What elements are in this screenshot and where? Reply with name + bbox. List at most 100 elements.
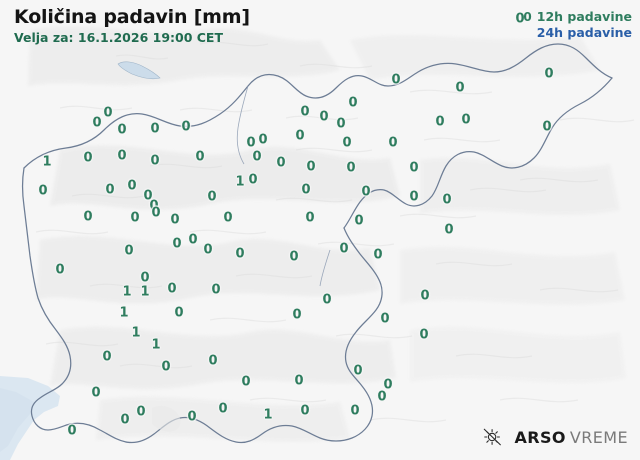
station-value[interactable]: 0 [294,373,304,389]
station-value[interactable]: 0 [235,246,245,262]
station-value[interactable]: 0 [350,403,360,419]
station-value[interactable]: 0 [409,160,419,176]
station-value[interactable]: 0 [380,311,390,327]
station-value[interactable]: 0 [188,232,198,248]
station-value[interactable]: 0 [102,349,112,365]
station-value[interactable]: 0 [172,236,182,252]
station-value[interactable]: 0 [377,389,387,405]
station-value[interactable]: 0 [442,192,452,208]
station-value[interactable]: 0 [391,72,401,88]
national-border-southeast [125,227,383,444]
station-value[interactable]: 0 [218,401,228,417]
station-value[interactable]: 0 [130,210,140,226]
station-value[interactable]: 0 [174,305,184,321]
station-value[interactable]: 0 [455,80,465,96]
station-value[interactable]: 0 [461,112,471,128]
station-value[interactable]: 1 [119,305,129,321]
station-value[interactable]: 0 [246,135,256,151]
station-value[interactable]: 0 [409,189,419,205]
station-value[interactable]: 0 [203,242,213,258]
station-value[interactable]: 1 [122,284,132,300]
station-value[interactable]: 0 [339,241,349,257]
legend: 0 12h padavine 24h padavine [523,9,632,40]
station-value[interactable]: 0 [117,148,127,164]
station-value[interactable]: 0 [348,95,358,111]
station-value[interactable]: 0 [38,183,48,199]
station-value[interactable]: 0 [150,121,160,137]
station-value[interactable]: 0 [252,149,262,165]
station-value[interactable]: 0 [300,104,310,120]
station-value[interactable]: 0 [105,182,115,198]
station-value[interactable]: 0 [300,403,310,419]
legend-label-24h: 24h padavine [536,25,632,40]
station-value[interactable]: 0 [117,122,127,138]
station-value[interactable]: 0 [241,374,251,390]
station-value[interactable]: 0 [258,132,268,148]
station-value[interactable]: 0 [336,116,346,132]
station-value[interactable]: 0 [92,115,102,131]
station-value[interactable]: 0 [91,385,101,401]
station-value[interactable]: 0 [383,377,393,393]
station-value[interactable]: 0 [103,105,113,121]
station-value[interactable]: 0 [292,307,302,323]
station-value[interactable]: 0 [276,155,286,171]
station-value[interactable]: 0 [544,66,554,82]
station-value[interactable]: 0 [223,210,233,226]
station-value[interactable]: 0 [149,198,159,214]
station-value[interactable]: 1 [151,337,161,353]
station-value[interactable]: 1 [263,407,273,423]
station-value[interactable]: 0 [211,282,221,298]
station-value[interactable]: 0 [419,327,429,343]
station-value[interactable]: 0 [305,210,315,226]
station-value[interactable]: 0 [120,412,130,428]
station-value[interactable]: 0 [195,149,205,165]
station-value[interactable]: 0 [373,247,383,263]
station-value[interactable]: 0 [187,409,197,425]
station-value[interactable]: 0 [150,153,160,169]
station-value[interactable]: 0 [289,249,299,265]
station-value[interactable]: 0 [306,159,316,175]
station-value[interactable]: 0 [161,359,171,375]
station-value[interactable]: 0 [420,288,430,304]
station-value[interactable]: 0 [208,353,218,369]
station-value[interactable]: 0 [167,281,177,297]
station-value[interactable]: 0 [143,188,153,204]
station-value[interactable]: 1 [235,174,245,190]
station-value[interactable]: 0 [170,212,180,228]
station-value[interactable]: 1 [140,284,150,300]
station-value[interactable]: 0 [124,243,134,259]
station-value[interactable]: 0 [444,222,454,238]
station-value[interactable]: 0 [346,160,356,176]
station-value[interactable]: 0 [388,135,398,151]
station-value[interactable]: 1 [42,154,52,170]
station-value[interactable]: 0 [301,182,311,198]
station-value[interactable]: 0 [319,109,329,125]
station-value[interactable]: 0 [353,363,363,379]
station-value[interactable]: 0 [140,270,150,286]
station-value[interactable]: 0 [361,184,371,200]
station-value[interactable]: 1 [131,325,141,341]
station-value[interactable]: 0 [342,135,352,151]
station-value[interactable]: 0 [435,114,445,130]
station-value[interactable]: 0 [354,213,364,229]
station-value[interactable]: 0 [83,150,93,166]
national-border [23,43,613,169]
station-value[interactable]: 0 [127,178,137,194]
station-value[interactable]: 0 [207,189,217,205]
station-value[interactable]: 0 [295,128,305,144]
lake-bled [117,61,161,80]
station-value[interactable]: 0 [67,423,77,439]
regional-borders [236,85,331,287]
station-value[interactable]: 0 [136,404,146,420]
station-value[interactable]: 0 [55,262,65,278]
station-value[interactable]: 0 [515,11,525,27]
station-value[interactable]: 0 [542,119,552,135]
station-value[interactable]: 0 [83,209,93,225]
station-value[interactable]: 0 [181,119,191,135]
page-title: Količina padavin [mm] [14,6,250,28]
station-value[interactable]: 0 [248,172,258,188]
station-value[interactable]: 0 [322,292,332,308]
station-value[interactable]: 0 [151,205,161,221]
national-border-southwest [21,167,127,443]
